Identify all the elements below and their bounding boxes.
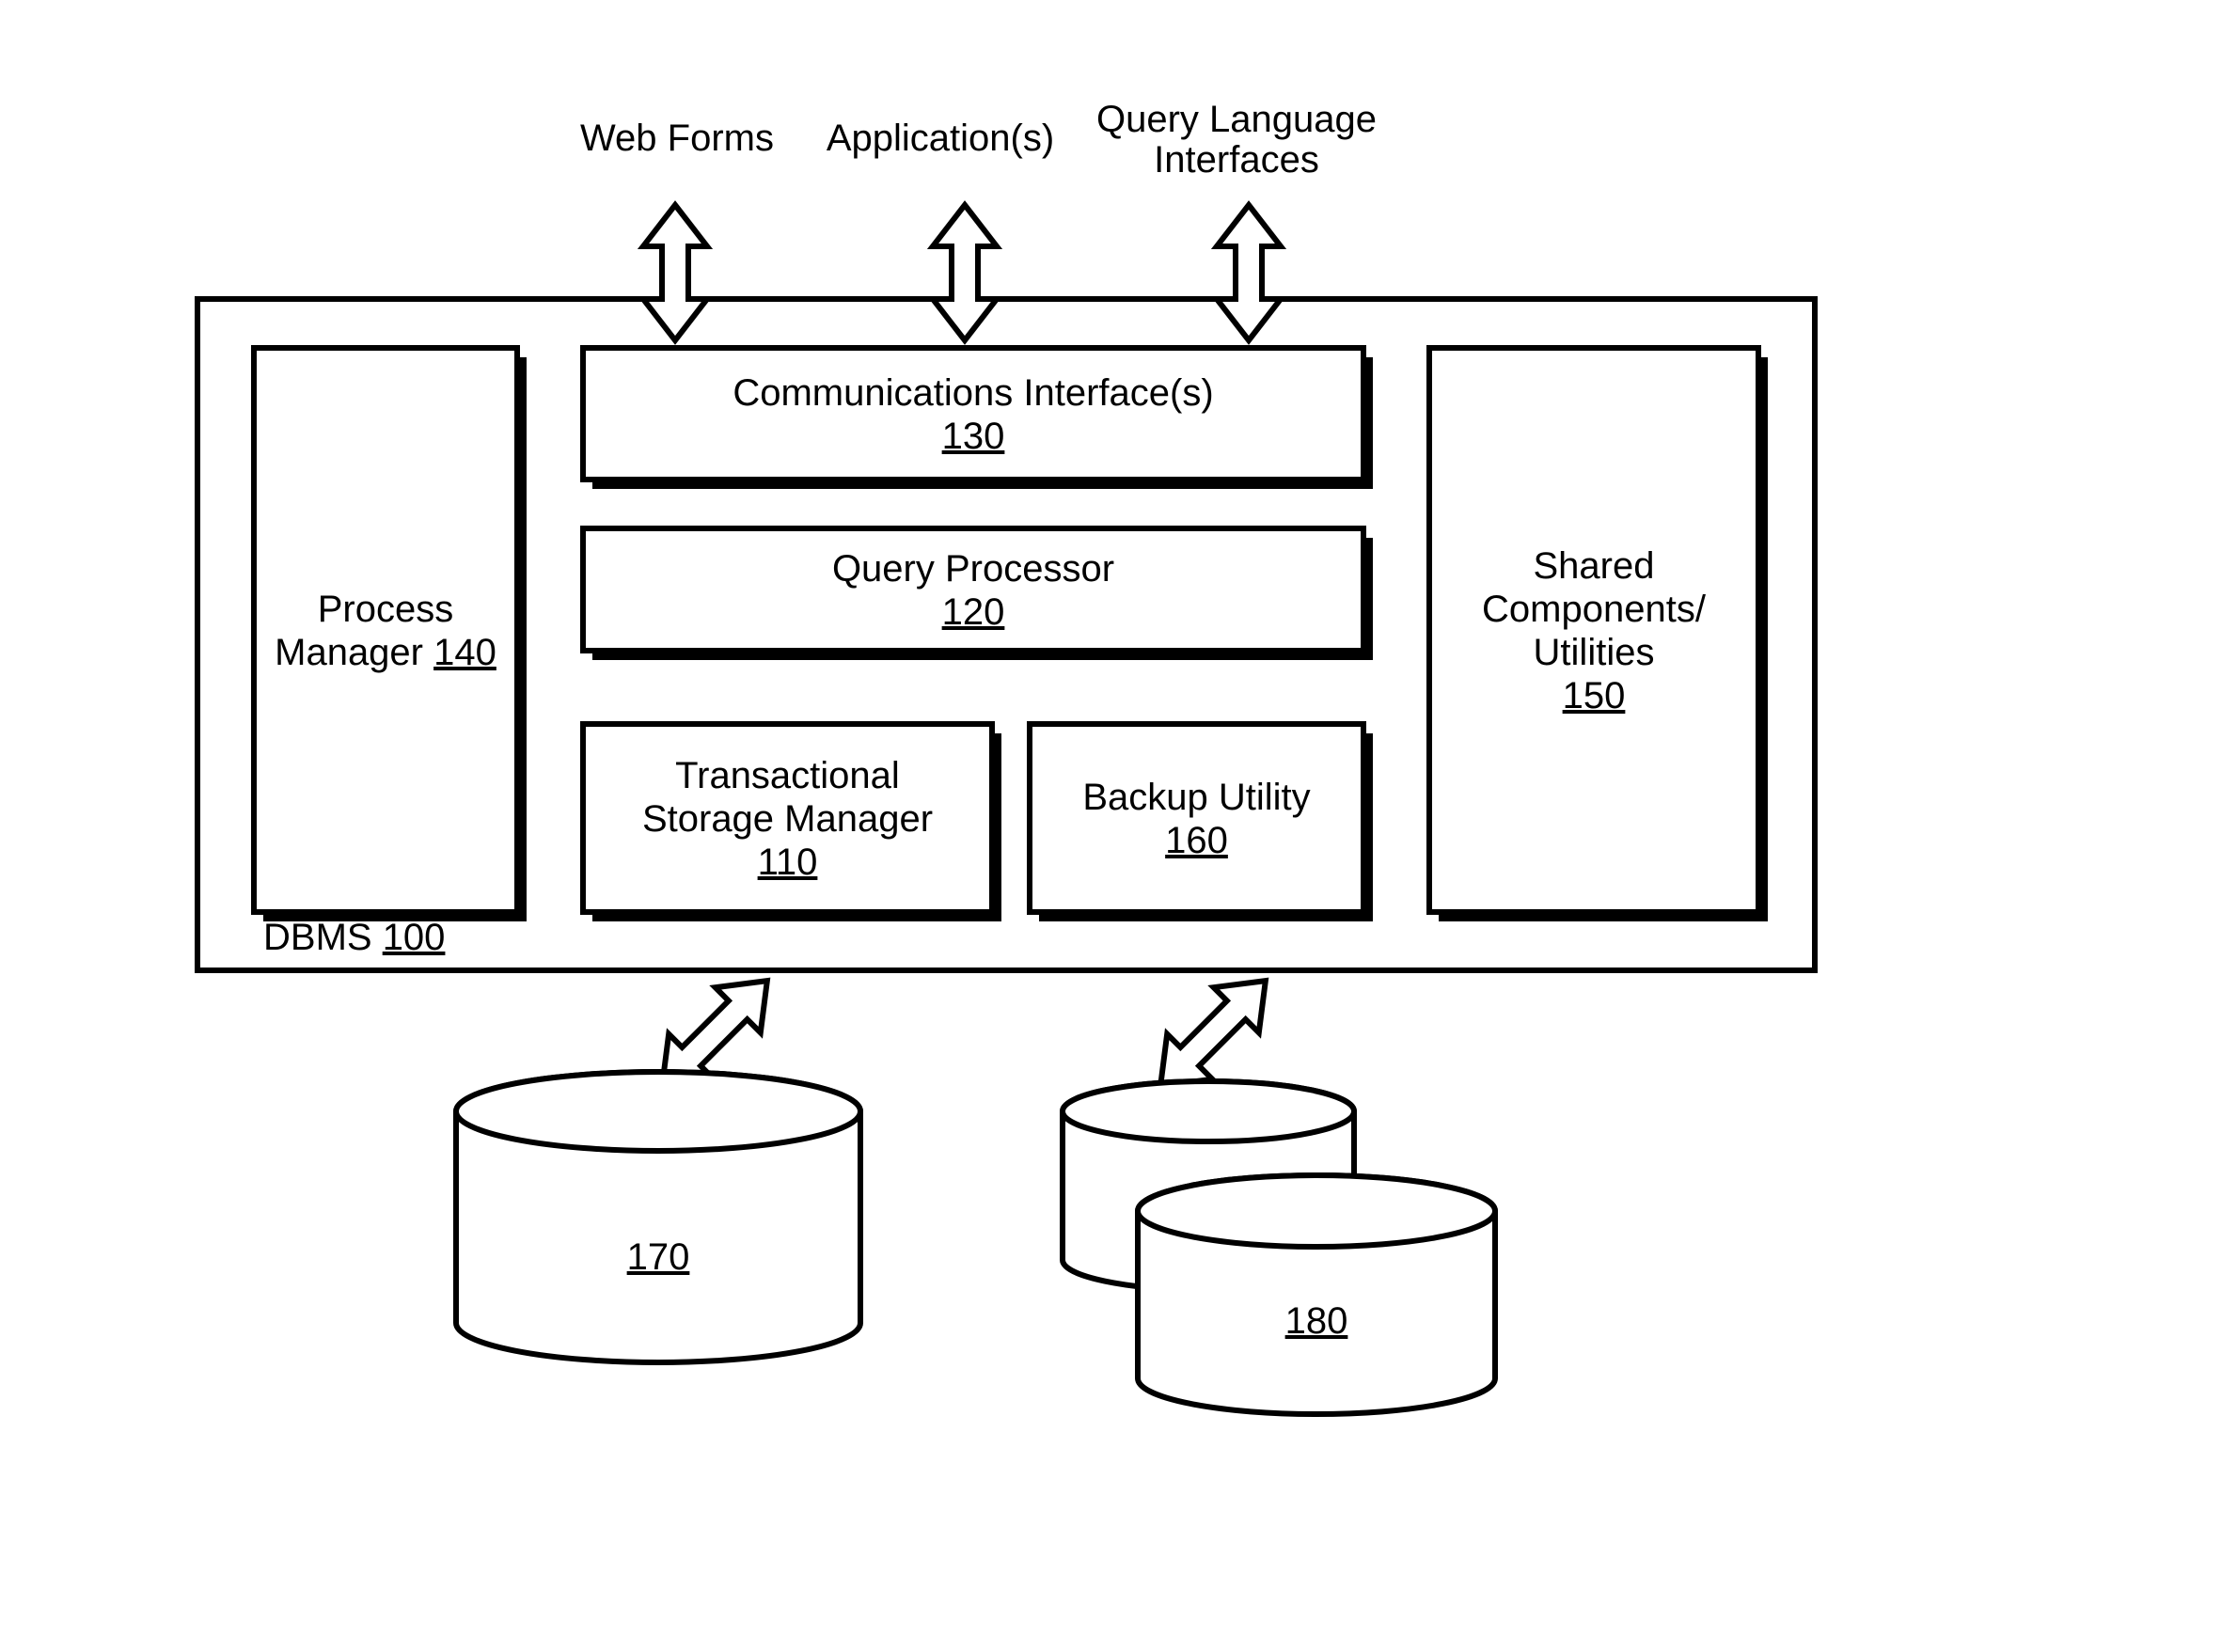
top-label: Web Forms <box>580 118 774 159</box>
comm_iface-label: Communications Interface(s) <box>733 372 1213 414</box>
shared-ref: 150 <box>1563 675 1626 716</box>
top-label: Application(s) <box>827 118 1054 159</box>
tsm-ref: 110 <box>758 842 818 883</box>
double-arrow-icon <box>643 205 707 340</box>
top-label: Query Language <box>1096 99 1377 140</box>
cyl-180-front-top <box>1138 1175 1495 1247</box>
shared-box <box>1429 348 1758 912</box>
double-arrow-icon <box>933 205 997 340</box>
tsm-label: Transactional <box>675 755 900 796</box>
query_processor-label: Query Processor <box>832 548 1114 590</box>
process_manager-label: Manager 140 <box>275 632 496 673</box>
cyl-180-front-ref: 180 <box>1285 1300 1348 1342</box>
cyl-170-top <box>456 1072 860 1151</box>
dbms-label: DBMS 100 <box>263 917 445 958</box>
top-label: Interfaces <box>1154 139 1319 181</box>
cyl-170-ref: 170 <box>627 1236 690 1278</box>
shared-label: Components/ <box>1482 589 1707 630</box>
shared-label: Utilities <box>1534 632 1655 673</box>
backup-label: Backup Utility <box>1082 777 1310 818</box>
tsm-label: Storage Manager <box>642 798 933 840</box>
comm_iface-box <box>583 348 1363 480</box>
shared-label: Shared <box>1534 545 1655 587</box>
process_manager-label: Process <box>318 589 454 630</box>
double-arrow-icon <box>1217 205 1281 340</box>
backup-box <box>1030 724 1363 912</box>
backup-ref: 160 <box>1165 820 1228 861</box>
process_manager-box <box>254 348 517 912</box>
cyl-180-back-top <box>1063 1081 1354 1141</box>
comm_iface-ref: 130 <box>942 416 1005 457</box>
query_processor-ref: 120 <box>942 591 1005 633</box>
